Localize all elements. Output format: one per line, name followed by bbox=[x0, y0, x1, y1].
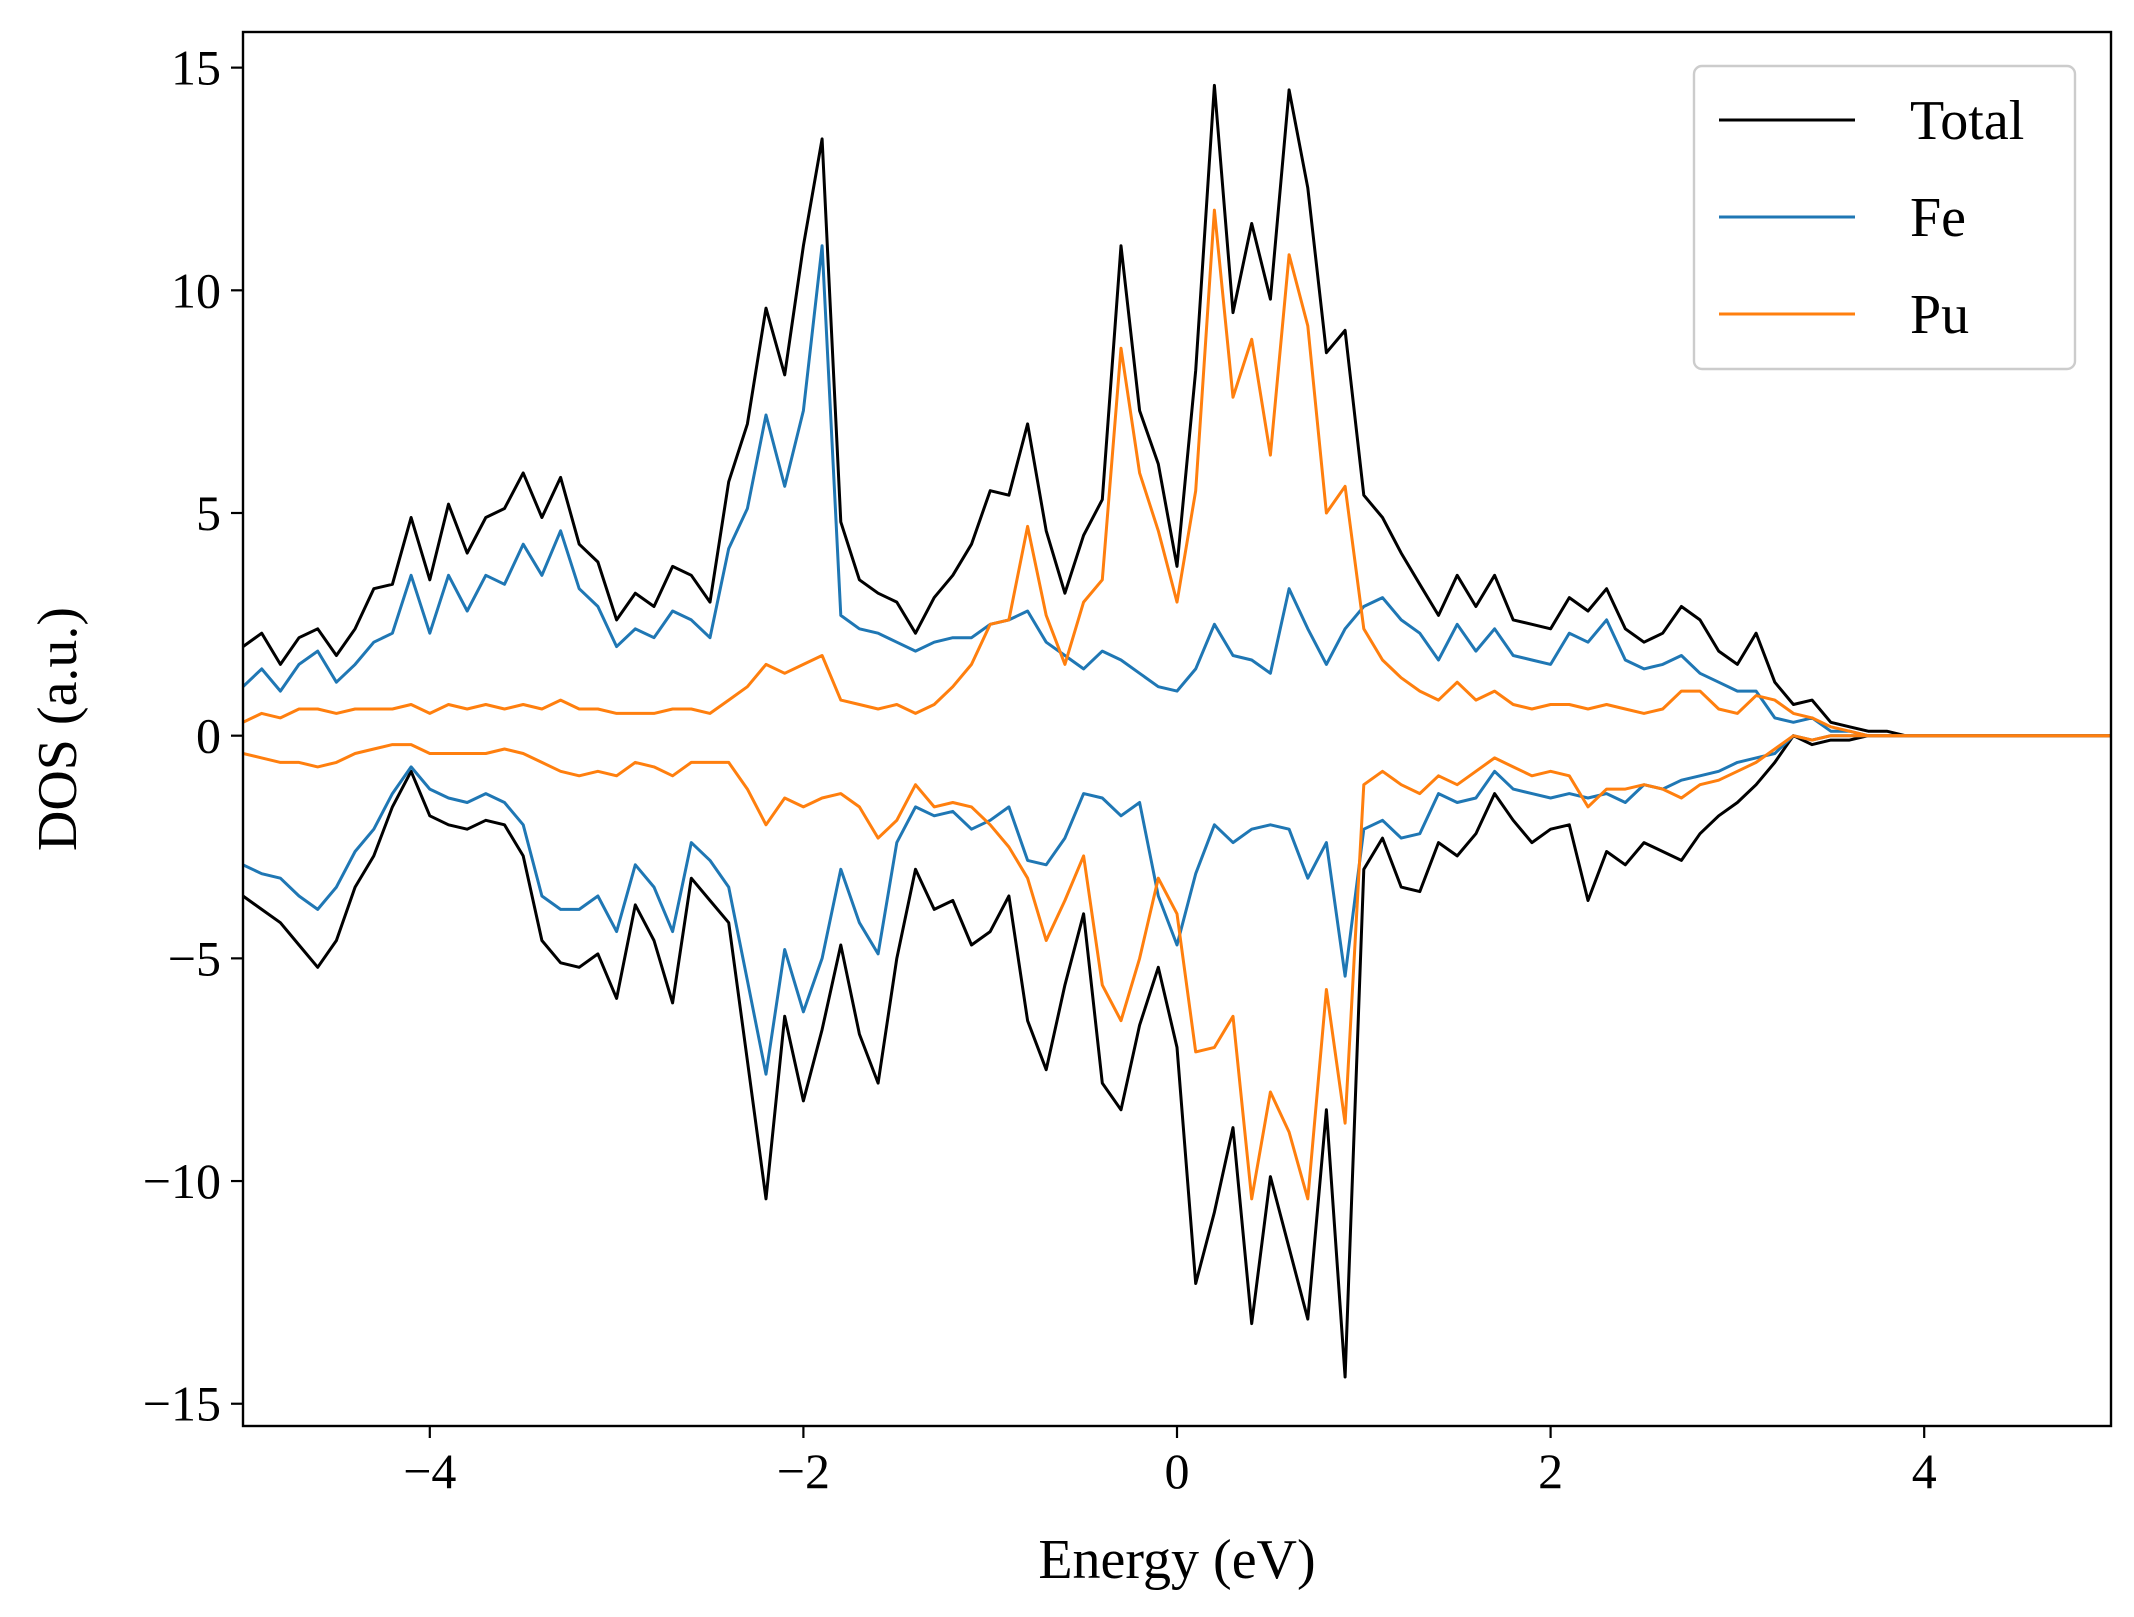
x-tick-label: 2 bbox=[1538, 1443, 1563, 1499]
fe-spin-up-line bbox=[243, 244, 2111, 738]
legend-label-fe: Fe bbox=[1910, 187, 1966, 249]
legend-frame bbox=[1692, 64, 2077, 371]
legend-label-total: Total bbox=[1910, 90, 2024, 152]
y-tick-label: 0 bbox=[196, 708, 221, 764]
x-tick-label: −4 bbox=[403, 1443, 456, 1499]
pu-spin-down-line bbox=[243, 734, 2111, 1201]
legend-label-pu: Pu bbox=[1910, 284, 1969, 346]
total-spin-up-line bbox=[243, 83, 2111, 738]
y-tick-label: 15 bbox=[171, 40, 221, 96]
y-axis: 15 10 5 0 −5 −10 −15 bbox=[143, 40, 243, 1432]
pu-spin-up-line bbox=[243, 208, 2111, 738]
y-tick-label: 10 bbox=[171, 262, 221, 318]
legend: Total Fe Pu bbox=[1692, 64, 2077, 371]
total-spin-down-line bbox=[243, 734, 2111, 1379]
x-axis: −4 −2 0 2 4 bbox=[403, 1426, 1937, 1499]
x-axis-label: Energy (eV) bbox=[1038, 1529, 1315, 1591]
legend-items: Total Fe Pu bbox=[1719, 90, 2024, 346]
x-tick-label: 0 bbox=[1165, 1443, 1190, 1499]
x-tick-label: −2 bbox=[777, 1443, 830, 1499]
y-tick-label: −10 bbox=[143, 1153, 221, 1209]
y-axis-label: DOS (a.u.) bbox=[27, 607, 89, 851]
y-tick-label: −5 bbox=[168, 930, 221, 986]
x-tick-label: 4 bbox=[1912, 1443, 1937, 1499]
y-tick-label: −15 bbox=[143, 1376, 221, 1432]
series-layer bbox=[243, 83, 2111, 1379]
y-tick-label: 5 bbox=[196, 485, 221, 541]
